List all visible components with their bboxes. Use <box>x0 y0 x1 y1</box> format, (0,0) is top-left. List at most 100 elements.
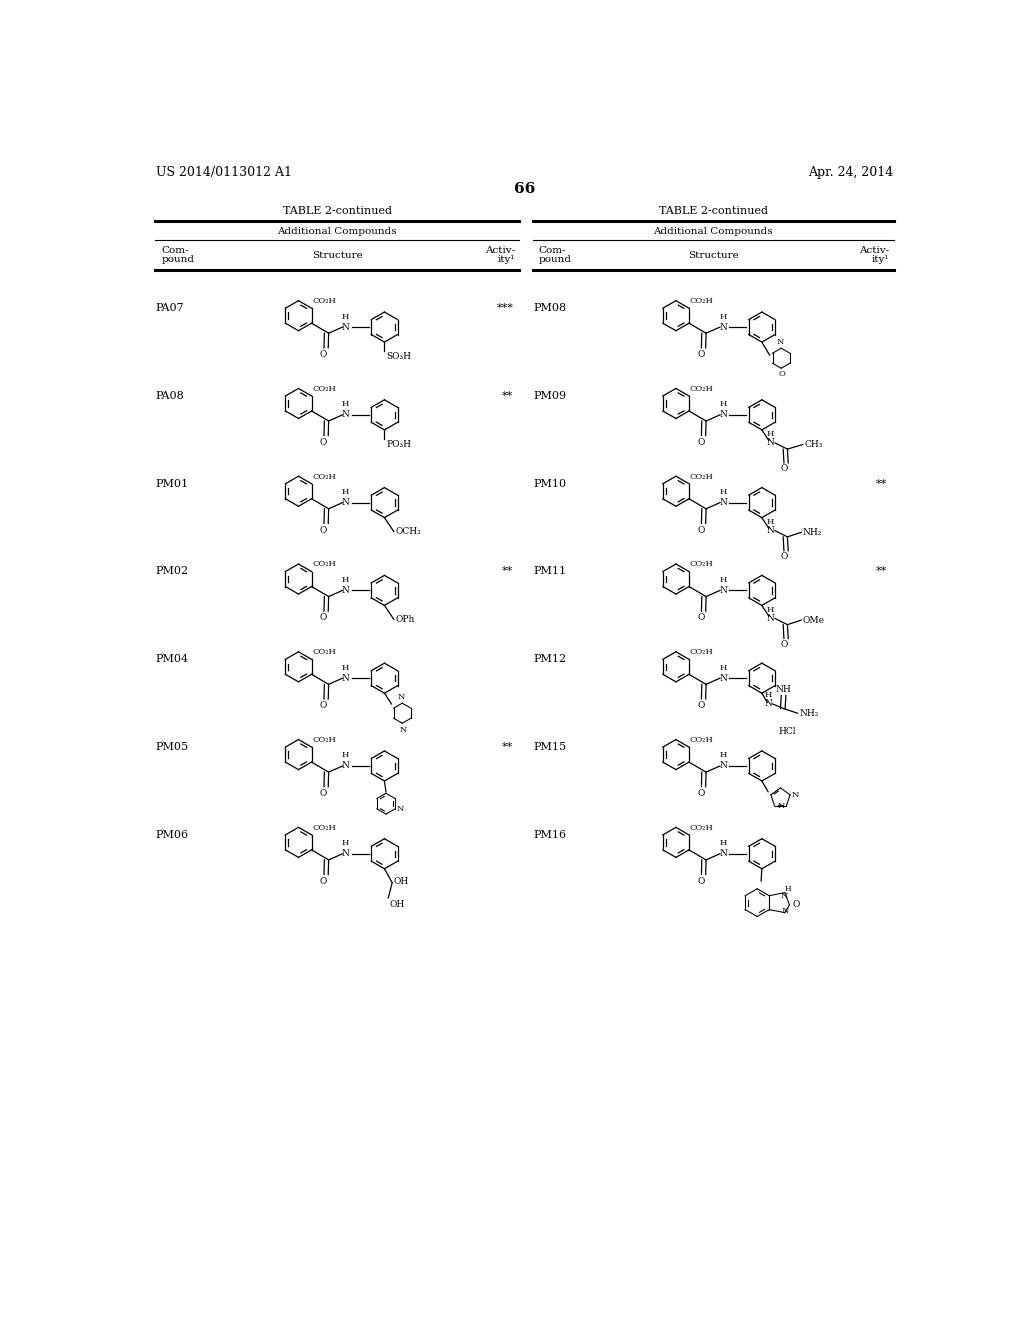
Text: O: O <box>780 640 788 649</box>
Text: N: N <box>766 527 774 535</box>
Text: CO₂H: CO₂H <box>312 561 336 569</box>
Text: Com-: Com- <box>162 247 188 255</box>
Text: PA08: PA08 <box>156 391 184 401</box>
Text: CO₂H: CO₂H <box>690 737 714 744</box>
Text: PM12: PM12 <box>534 655 566 664</box>
Text: H: H <box>720 400 727 408</box>
Text: N: N <box>399 726 407 734</box>
Text: H: H <box>764 692 772 700</box>
Text: H: H <box>767 606 774 614</box>
Text: CO₂H: CO₂H <box>312 648 336 656</box>
Text: TABLE 2-continued: TABLE 2-continued <box>658 206 768 215</box>
Text: H: H <box>720 488 727 496</box>
Text: H: H <box>342 751 349 759</box>
Text: H: H <box>767 430 774 438</box>
Text: pound: pound <box>162 255 195 264</box>
Text: Additional Compounds: Additional Compounds <box>653 227 773 236</box>
Text: **: ** <box>877 479 888 488</box>
Text: CO₂H: CO₂H <box>690 824 714 832</box>
Text: US 2014/0113012 A1: US 2014/0113012 A1 <box>156 166 292 178</box>
Text: NH₂: NH₂ <box>803 528 822 537</box>
Text: OMe: OMe <box>803 615 825 624</box>
Text: H: H <box>342 313 349 321</box>
Text: Activ-: Activ- <box>859 247 889 255</box>
Text: O: O <box>697 789 705 799</box>
Text: CO₂H: CO₂H <box>690 473 714 480</box>
Text: Structure: Structure <box>312 251 362 260</box>
Text: N: N <box>782 907 790 915</box>
Text: OH: OH <box>390 899 406 908</box>
Text: N: N <box>396 805 404 813</box>
Text: PM10: PM10 <box>534 479 566 488</box>
Text: OCH₃: OCH₃ <box>395 527 421 536</box>
Text: PM11: PM11 <box>534 566 566 577</box>
Text: N: N <box>342 673 349 682</box>
Text: N: N <box>792 791 799 799</box>
Text: N: N <box>342 498 349 507</box>
Text: CO₂H: CO₂H <box>690 561 714 569</box>
Text: N: N <box>764 700 772 709</box>
Text: N: N <box>719 322 727 331</box>
Text: N: N <box>766 614 774 623</box>
Text: pound: pound <box>539 255 571 264</box>
Text: Com-: Com- <box>539 247 566 255</box>
Text: O: O <box>697 525 705 535</box>
Text: CO₂H: CO₂H <box>690 385 714 393</box>
Text: PA07: PA07 <box>156 304 184 313</box>
Text: N: N <box>342 322 349 331</box>
Text: O: O <box>778 370 785 378</box>
Text: **: ** <box>502 566 513 577</box>
Text: PM09: PM09 <box>534 391 566 401</box>
Text: H: H <box>720 664 727 672</box>
Text: H: H <box>342 488 349 496</box>
Text: N: N <box>777 338 784 346</box>
Text: O: O <box>697 350 705 359</box>
Text: N: N <box>342 762 349 771</box>
Text: ity¹: ity¹ <box>871 255 889 264</box>
Text: CO₂H: CO₂H <box>312 824 336 832</box>
Text: O: O <box>319 876 328 886</box>
Text: **: ** <box>502 742 513 752</box>
Text: N: N <box>342 849 349 858</box>
Text: OH: OH <box>394 878 409 886</box>
Text: O: O <box>319 438 328 447</box>
Text: H: H <box>720 313 727 321</box>
Text: H: H <box>720 751 727 759</box>
Text: N: N <box>342 586 349 595</box>
Text: Activ-: Activ- <box>484 247 515 255</box>
Text: SO₃H: SO₃H <box>386 352 411 362</box>
Text: ***: *** <box>497 304 513 313</box>
Text: CO₂H: CO₂H <box>690 297 714 305</box>
Text: N: N <box>719 849 727 858</box>
Text: PM16: PM16 <box>534 830 566 840</box>
Text: PM15: PM15 <box>534 742 566 752</box>
Text: PM02: PM02 <box>156 566 189 577</box>
Text: ity¹: ity¹ <box>498 255 515 264</box>
Text: N: N <box>397 693 406 701</box>
Text: O: O <box>780 465 788 474</box>
Text: TABLE 2-continued: TABLE 2-continued <box>283 206 392 215</box>
Text: H: H <box>767 517 774 527</box>
Text: O: O <box>697 701 705 710</box>
Text: CO₂H: CO₂H <box>312 737 336 744</box>
Text: H: H <box>720 840 727 847</box>
Text: O: O <box>780 552 788 561</box>
Text: PM04: PM04 <box>156 655 189 664</box>
Text: N: N <box>780 892 787 900</box>
Text: O: O <box>697 876 705 886</box>
Text: N: N <box>719 762 727 771</box>
Text: H: H <box>342 576 349 583</box>
Text: Apr. 24, 2014: Apr. 24, 2014 <box>809 166 894 178</box>
Text: O: O <box>319 789 328 799</box>
Text: O: O <box>319 350 328 359</box>
Text: CO₂H: CO₂H <box>312 297 336 305</box>
Text: HCl: HCl <box>778 727 797 737</box>
Text: PM01: PM01 <box>156 479 189 488</box>
Text: N: N <box>766 438 774 447</box>
Text: N: N <box>719 498 727 507</box>
Text: O: O <box>697 614 705 623</box>
Text: H: H <box>342 400 349 408</box>
Text: N: N <box>719 411 727 420</box>
Text: H: H <box>784 884 792 892</box>
Text: Additional Compounds: Additional Compounds <box>278 227 397 236</box>
